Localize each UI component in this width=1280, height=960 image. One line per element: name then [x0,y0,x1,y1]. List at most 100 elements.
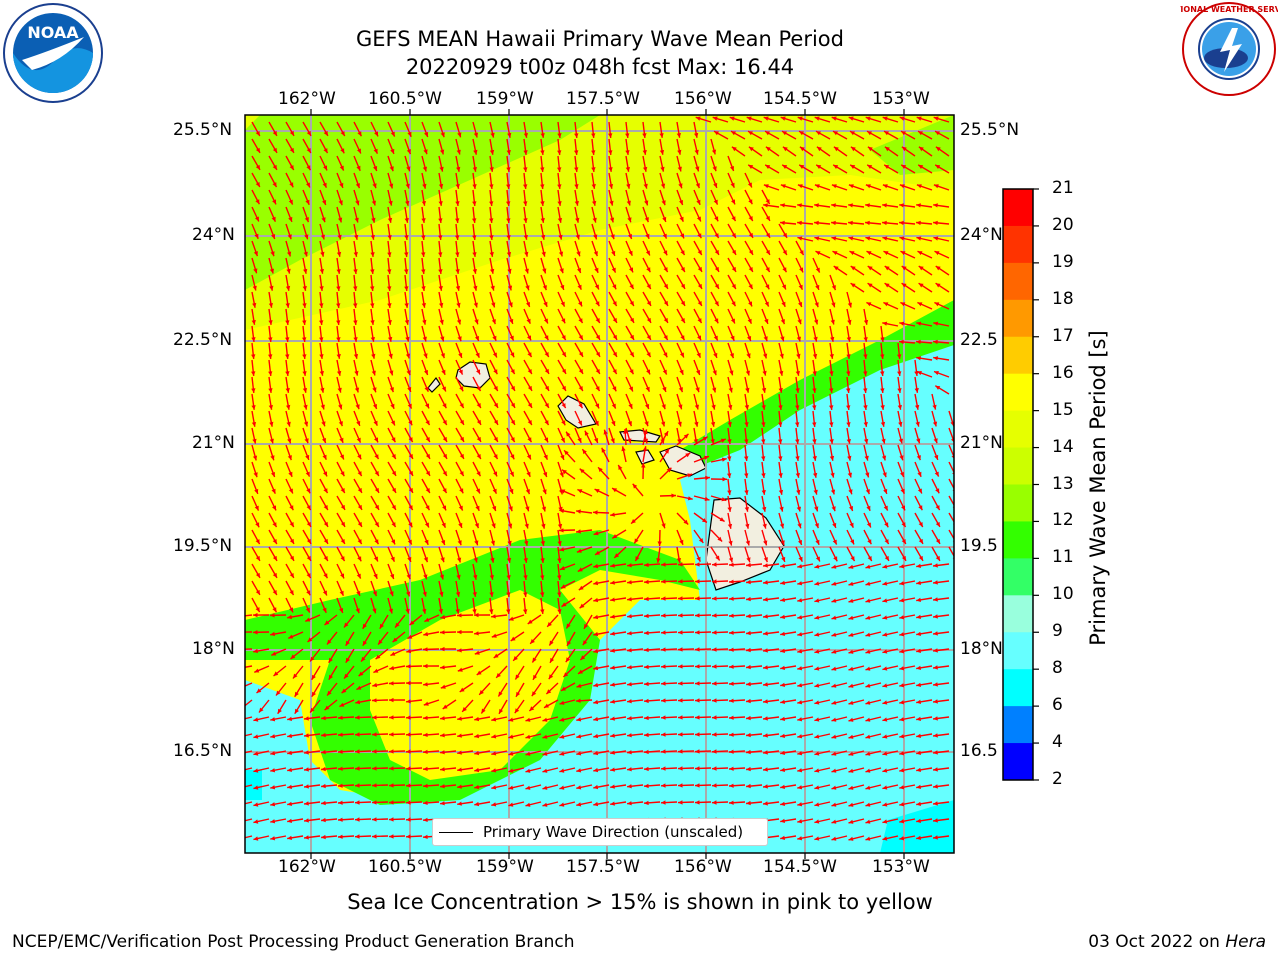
wave-arrow-head [849,506,853,511]
wave-arrow-head [287,818,292,823]
wave-arrow-head [565,657,571,663]
wave-arrow-head [455,286,461,291]
wave-arrow-head [476,419,481,425]
lat-label-right-24n: 24°N [960,225,1003,245]
wave-arrow-head [695,681,700,686]
wave-arrow-head [797,666,803,671]
wave-arrow-head [339,454,344,460]
wave-arrow-head [761,387,767,393]
wave-arrow-head [659,150,665,155]
wave-arrow-head [327,690,332,696]
wave-arrow-head [627,716,632,721]
wave-arrow-head [712,613,717,618]
wave-arrow-head [523,575,528,580]
wave-arrow-head [356,573,361,579]
wave-arrow-head [269,438,274,444]
wave-arrow-head [530,639,535,644]
wave-arrow-head [865,236,871,241]
lat-label-left-21n: 21°N [192,433,235,453]
wave-arrow-head [901,164,907,169]
wave-arrow-head [627,217,632,223]
lat-label-right-25-5n: 25.5°N [960,120,1020,140]
wave-arrow-head [780,818,785,823]
nws-logo-text: NATIONAL WEATHER SERVICE [1180,5,1278,14]
wave-arrow-head [543,301,548,307]
wave-arrow-head [491,302,496,308]
wave-arrow [245,682,253,687]
wave-arrow-head [848,819,854,824]
wave-arrow-head [576,717,582,722]
wave-arrow-head [474,631,479,636]
wave-arrow-head [510,454,515,460]
colorbar-tick-label: 9 [1052,621,1063,642]
wave-arrow-head [717,536,723,542]
wave-arrow-head [408,470,413,476]
wave-arrow-head [848,203,853,208]
wave-arrow-head [882,632,888,637]
wave-arrow-head [780,801,785,806]
wave-arrow-head [829,405,834,410]
wave-arrow-head [884,283,890,288]
wave-arrow-head [933,438,938,444]
wave-arrow-head [731,146,737,152]
wave-arrow-head [544,703,549,708]
wave-arrow-head [338,404,343,410]
wave-arrow-head [916,784,921,789]
wave-arrow-head [848,236,854,241]
wave-arrow-head [610,631,615,636]
wave-arrow-head [270,631,275,637]
footer-machine: Hera [1225,932,1266,952]
wave-arrow-head [663,317,668,323]
wave-arrow-head [916,563,921,568]
wave-arrow-head [523,201,528,206]
wave-arrow-head [473,149,478,155]
wave-arrow-head [897,405,902,410]
wave-arrow-head [680,250,685,256]
wave-arrow-head [371,200,376,206]
wave-arrow-head [356,420,361,426]
wave-arrow-head [933,321,939,326]
wave-arrow-head [302,388,308,393]
colorbar-tick-label: 20 [1052,214,1074,235]
wave-arrow-head [457,784,462,789]
wave-arrow-head [780,597,785,602]
wave-arrow-head [237,686,242,690]
wave-arrow-head [899,598,905,603]
wave-arrow-head [370,320,375,325]
colorbar-segment [1003,299,1033,338]
wave-arrow-head [476,454,481,459]
wave-arrow-head [373,166,378,171]
wave-arrow-head [882,683,888,688]
wave-arrow-head [799,131,804,136]
wave-arrow-head [933,236,939,241]
wave-arrow-head [695,613,700,618]
wave-arrow-head [814,302,819,308]
wave-arrow-head [614,553,620,558]
wave-arrow-head [848,683,854,688]
wave-arrow-head [831,615,837,620]
wave-arrow-head [421,286,426,291]
wave-arrow-head [694,421,699,427]
wave-arrow-head [763,648,768,653]
wave-arrow-head [353,286,358,291]
wave-arrow-head [237,803,242,807]
wave-arrow-head [812,353,818,359]
nws-logo: NATIONAL WEATHER SERVICE [1180,2,1278,96]
colorbar-segment [1003,262,1033,301]
wave-arrow-head [646,267,651,273]
wave-arrow-head [459,386,464,392]
wave-arrow-head [472,269,477,274]
wave-arrow-head [339,608,344,613]
wave-arrow-head [276,690,281,696]
wave-arrow-head [544,368,549,374]
wave-arrow-head [524,268,529,274]
wave-arrow-head [388,200,393,206]
wave-arrow-head [558,251,564,257]
wave-arrow-head [899,236,905,241]
wave-arrow-head [373,556,378,562]
wave-arrow-head [405,336,410,342]
wave-arrow-head [847,472,852,478]
wave-arrow-head [917,371,922,376]
wave-arrow-head [474,319,479,325]
wave-arrow-head [715,555,720,561]
